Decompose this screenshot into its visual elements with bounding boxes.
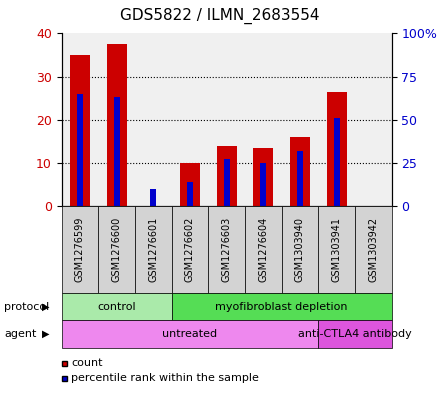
Text: GSM1276603: GSM1276603 [222, 217, 231, 282]
Text: GSM1276604: GSM1276604 [258, 217, 268, 282]
Text: ▶: ▶ [42, 329, 50, 339]
Text: protocol: protocol [4, 301, 50, 312]
Bar [114, 97, 120, 206]
Bar [224, 159, 230, 206]
Bar [216, 146, 237, 206]
Text: count: count [71, 358, 103, 368]
Bar [106, 44, 127, 206]
Bar [334, 118, 340, 206]
Bar [180, 163, 200, 206]
Bar [77, 94, 83, 206]
Bar [253, 148, 273, 206]
Text: GSM1303940: GSM1303940 [295, 217, 305, 282]
Text: ▶: ▶ [42, 301, 50, 312]
Text: GSM1276602: GSM1276602 [185, 217, 195, 282]
Text: percentile rank within the sample: percentile rank within the sample [71, 373, 259, 384]
Text: GSM1303942: GSM1303942 [368, 217, 378, 282]
Text: untreated: untreated [162, 329, 217, 339]
Bar [297, 151, 303, 206]
Text: control: control [97, 301, 136, 312]
Bar [187, 182, 193, 206]
Text: GDS5822 / ILMN_2683554: GDS5822 / ILMN_2683554 [120, 7, 320, 24]
Bar [150, 189, 156, 206]
Text: GSM1276600: GSM1276600 [112, 217, 121, 282]
Bar [260, 163, 266, 206]
Text: agent: agent [4, 329, 37, 339]
Bar [70, 55, 90, 206]
Text: GSM1276601: GSM1276601 [148, 217, 158, 282]
Bar [326, 92, 347, 206]
Text: GSM1303941: GSM1303941 [332, 217, 341, 282]
Bar [290, 137, 310, 206]
Text: GSM1276599: GSM1276599 [75, 217, 85, 282]
Text: myofibroblast depletion: myofibroblast depletion [215, 301, 348, 312]
Text: anti-CTLA4 antibody: anti-CTLA4 antibody [298, 329, 412, 339]
